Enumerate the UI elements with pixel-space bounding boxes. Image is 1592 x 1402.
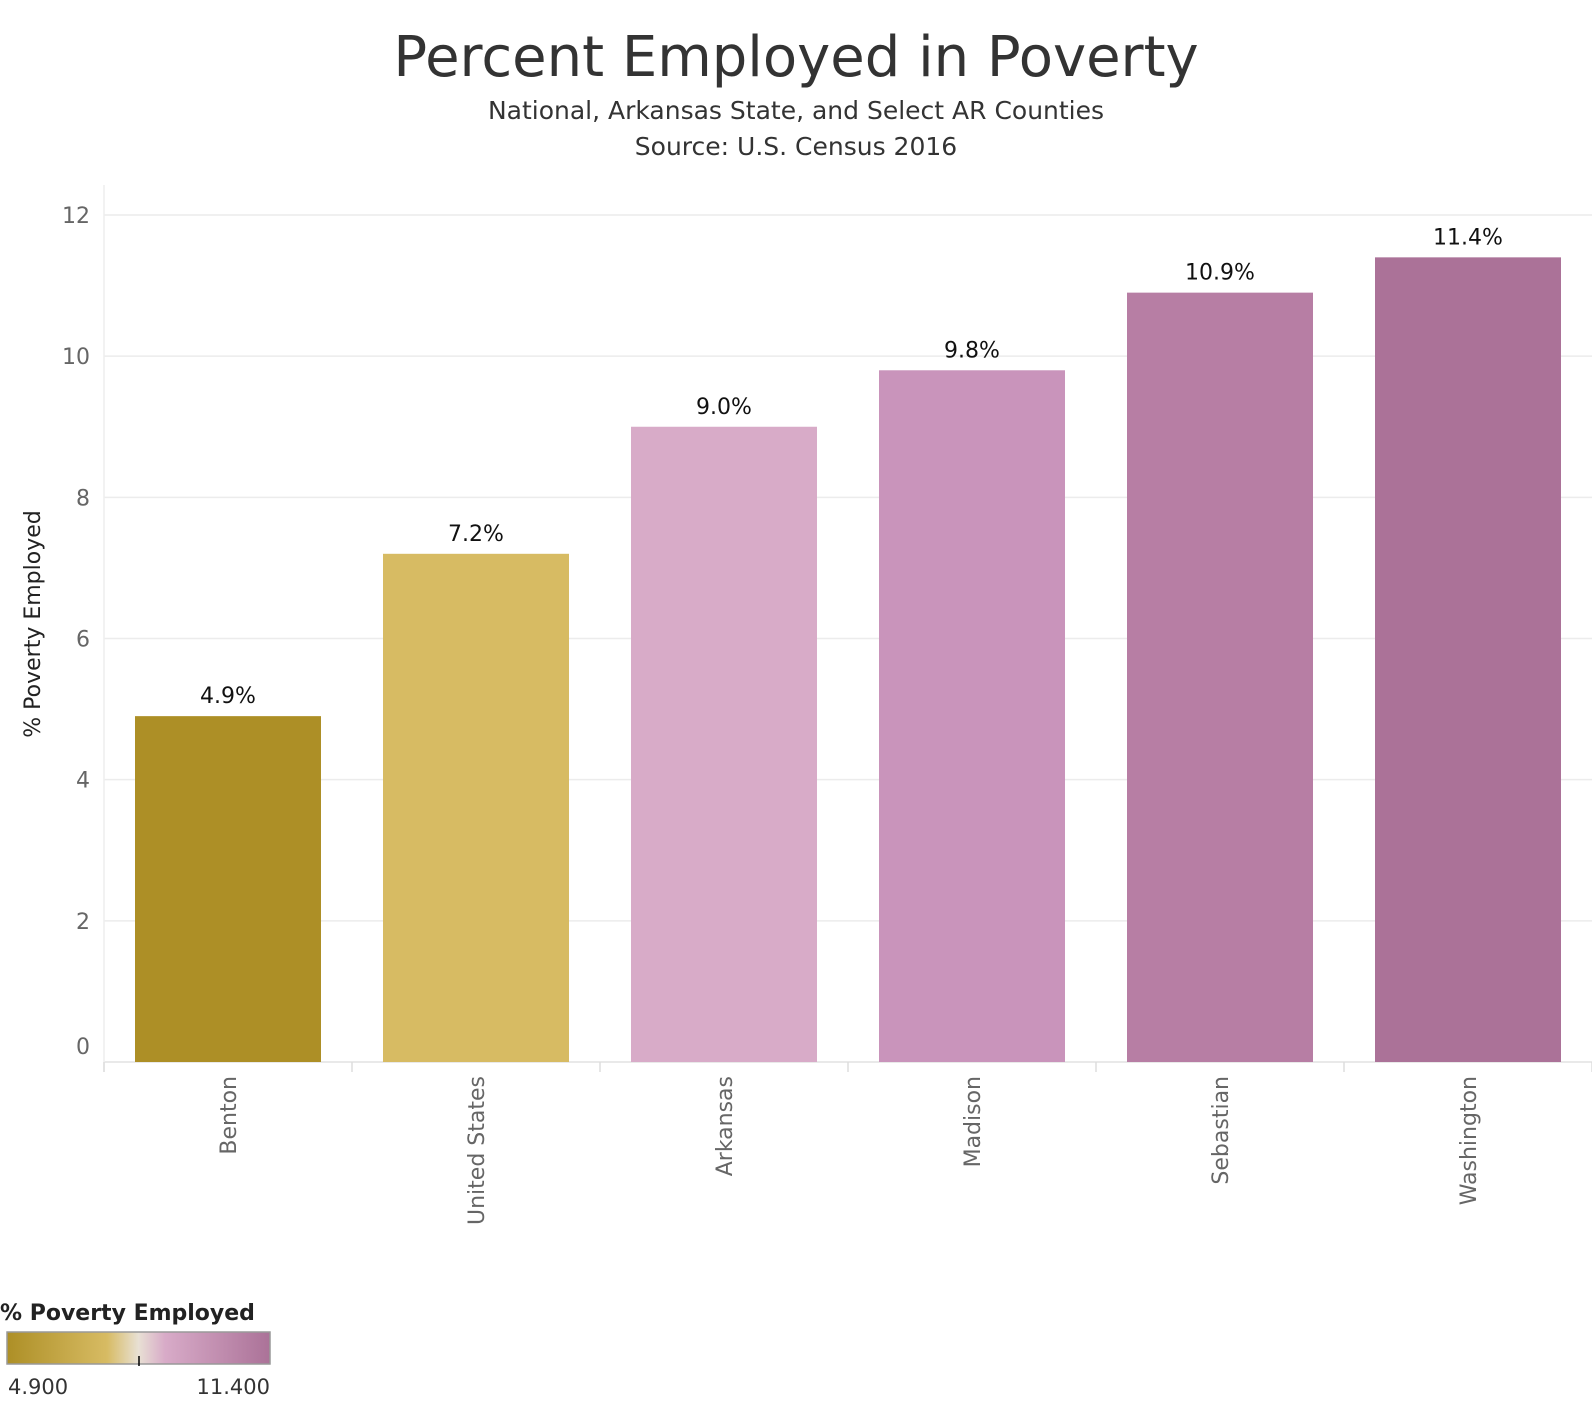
data-label: 9.8% — [944, 338, 1000, 363]
data-labels: 4.9% 7.2% 9.0% 9.8% 10.9% 11.4% — [200, 225, 1503, 709]
data-label: 11.4% — [1433, 225, 1503, 250]
x-category-label: United States — [465, 1076, 490, 1225]
legend-max-label: 11.400 — [197, 1375, 270, 1399]
data-label: 4.9% — [200, 684, 256, 709]
y-tick-label: 8 — [76, 486, 90, 511]
data-label: 10.9% — [1185, 261, 1255, 286]
x-category-label: Sebastian — [1209, 1076, 1234, 1185]
gridlines — [103, 185, 1592, 1072]
bar-washington[interactable] — [1375, 257, 1561, 1063]
chart-subtitle-line-1: National, Arkansas State, and Select AR … — [488, 96, 1104, 125]
bar-united-states[interactable] — [383, 553, 569, 1062]
y-tick-label: 2 — [76, 910, 90, 935]
chart-subtitle-line-2: Source: U.S. Census 2016 — [635, 132, 957, 161]
legend-min-label: 4.900 — [8, 1375, 68, 1399]
legend-title: % Poverty Employed — [0, 1301, 255, 1326]
y-tick-label: 0 — [76, 1035, 90, 1060]
y-tick-label: 4 — [76, 769, 90, 794]
y-tick-label: 12 — [62, 204, 90, 229]
color-legend: % Poverty Employed 4.900 11.400 — [0, 1301, 271, 1399]
x-category-label: Washington — [1457, 1076, 1482, 1205]
bar-benton[interactable] — [135, 716, 321, 1062]
y-tick-label: 10 — [62, 345, 90, 370]
x-axis-categories: Benton United States Arkansas Madison Sebast… — [217, 1076, 1482, 1225]
chart-title: Percent Employed in Poverty — [393, 25, 1198, 90]
y-tick-label: 6 — [76, 628, 90, 653]
bars — [135, 257, 1561, 1063]
x-category-label: Arkansas — [713, 1076, 738, 1176]
y-axis-label: % Poverty Employed — [21, 510, 46, 737]
bar-sebastian[interactable] — [1127, 292, 1313, 1062]
bar-madison[interactable] — [879, 370, 1065, 1062]
y-axis-ticks: 0 2 4 6 8 10 12 — [62, 204, 90, 1060]
bar-arkansas[interactable] — [631, 426, 817, 1062]
data-label: 9.0% — [696, 395, 752, 420]
x-category-label: Benton — [217, 1076, 242, 1155]
x-category-label: Madison — [961, 1076, 986, 1167]
data-label: 7.2% — [448, 522, 504, 547]
